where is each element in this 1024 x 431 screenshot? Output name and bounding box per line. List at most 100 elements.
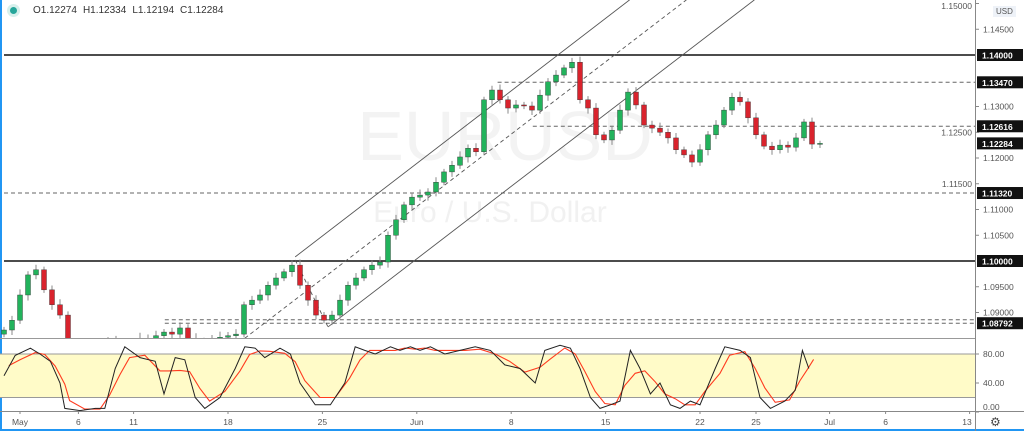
candle [65,311,71,338]
candle [545,78,551,101]
status-dot-icon [10,7,17,14]
candle-body [657,127,663,133]
candle [681,146,687,158]
candle-body [753,117,759,136]
candle-body [225,335,231,338]
candle-body [585,99,591,109]
candle [649,120,655,134]
candle [505,96,511,114]
candle [33,264,39,280]
candle-body [489,89,495,101]
candle-body [409,196,415,206]
candle [585,96,591,114]
price-tick-label: 1.10500 [983,230,1014,240]
candle [337,294,343,319]
candle [721,107,727,129]
candle [202,337,207,344]
candle-body [57,304,63,316]
candle [281,268,287,282]
candle [481,96,487,155]
price-level-badge [977,187,1023,200]
price-tick-label: 1.09000 [983,308,1014,318]
time-tick-label: May [12,417,29,427]
candle [521,101,527,110]
candle-body [185,327,191,338]
candle-body [721,109,727,126]
candle-body [449,165,455,173]
candle [705,131,711,156]
channel-line [294,259,329,328]
candle-body [74,343,79,345]
candle [441,168,447,186]
candle-body [385,235,391,263]
candle [713,120,719,140]
time-tick-label: 15 [601,417,611,427]
candle [305,281,311,306]
time-tick-label: 25 [318,417,328,427]
candle [49,285,55,310]
candle-body [361,269,367,279]
candle-body [505,99,511,109]
candle-body [417,194,423,198]
candle [449,160,455,177]
candle-body [537,94,543,111]
candle-body [785,144,791,148]
candle-body [161,331,167,336]
stochastic-k-line [3,344,810,411]
candle-body [114,341,119,345]
candle [665,128,671,144]
settings-gear-icon[interactable]: ⚙ [990,415,1001,429]
candle [393,214,399,240]
candle-body [513,104,519,109]
candle [313,295,319,320]
candle-body [705,134,711,150]
candle-body [553,74,559,82]
price-level-label: 1.10000 [982,257,1013,267]
candle [625,88,631,116]
candle [289,260,295,277]
time-tick-label: 8 [509,417,514,427]
candle [249,295,255,310]
candle [321,311,327,324]
candle-body [817,143,823,145]
candle [9,315,15,335]
candle-body [633,91,639,106]
candle-body [665,132,671,139]
price-level-label: 1.12284 [982,139,1013,149]
candle [161,328,167,338]
candle-body [497,89,503,101]
candle-body [401,204,407,221]
candle [241,301,247,338]
candle [417,189,423,201]
price-tick-label: 1.15000 [941,1,972,11]
candle [195,333,197,338]
candle [377,256,383,269]
candle-body [689,154,695,163]
candle [433,177,439,197]
price-tick-label: 1.11000 [983,205,1013,215]
candle [737,91,743,106]
time-tick-label: Jun [410,417,424,427]
candle [569,57,575,73]
candle-body [545,81,551,96]
candle-body [433,182,439,193]
stochastic-d-line [8,347,815,410]
candle [122,341,127,351]
currency-label[interactable]: USD [993,6,1016,17]
candle-body [745,101,751,119]
candle [409,192,415,210]
candle [225,331,231,338]
candle [1,326,7,338]
candle [457,151,463,169]
candle-body [345,285,351,301]
candle [425,188,431,201]
candle [761,131,767,150]
candle [185,324,191,338]
candle [641,101,647,129]
candle-body [249,299,255,305]
candle-body [202,341,207,344]
time-tick-label: 13 [962,417,972,427]
candle [769,141,775,155]
candle-body [130,342,135,348]
